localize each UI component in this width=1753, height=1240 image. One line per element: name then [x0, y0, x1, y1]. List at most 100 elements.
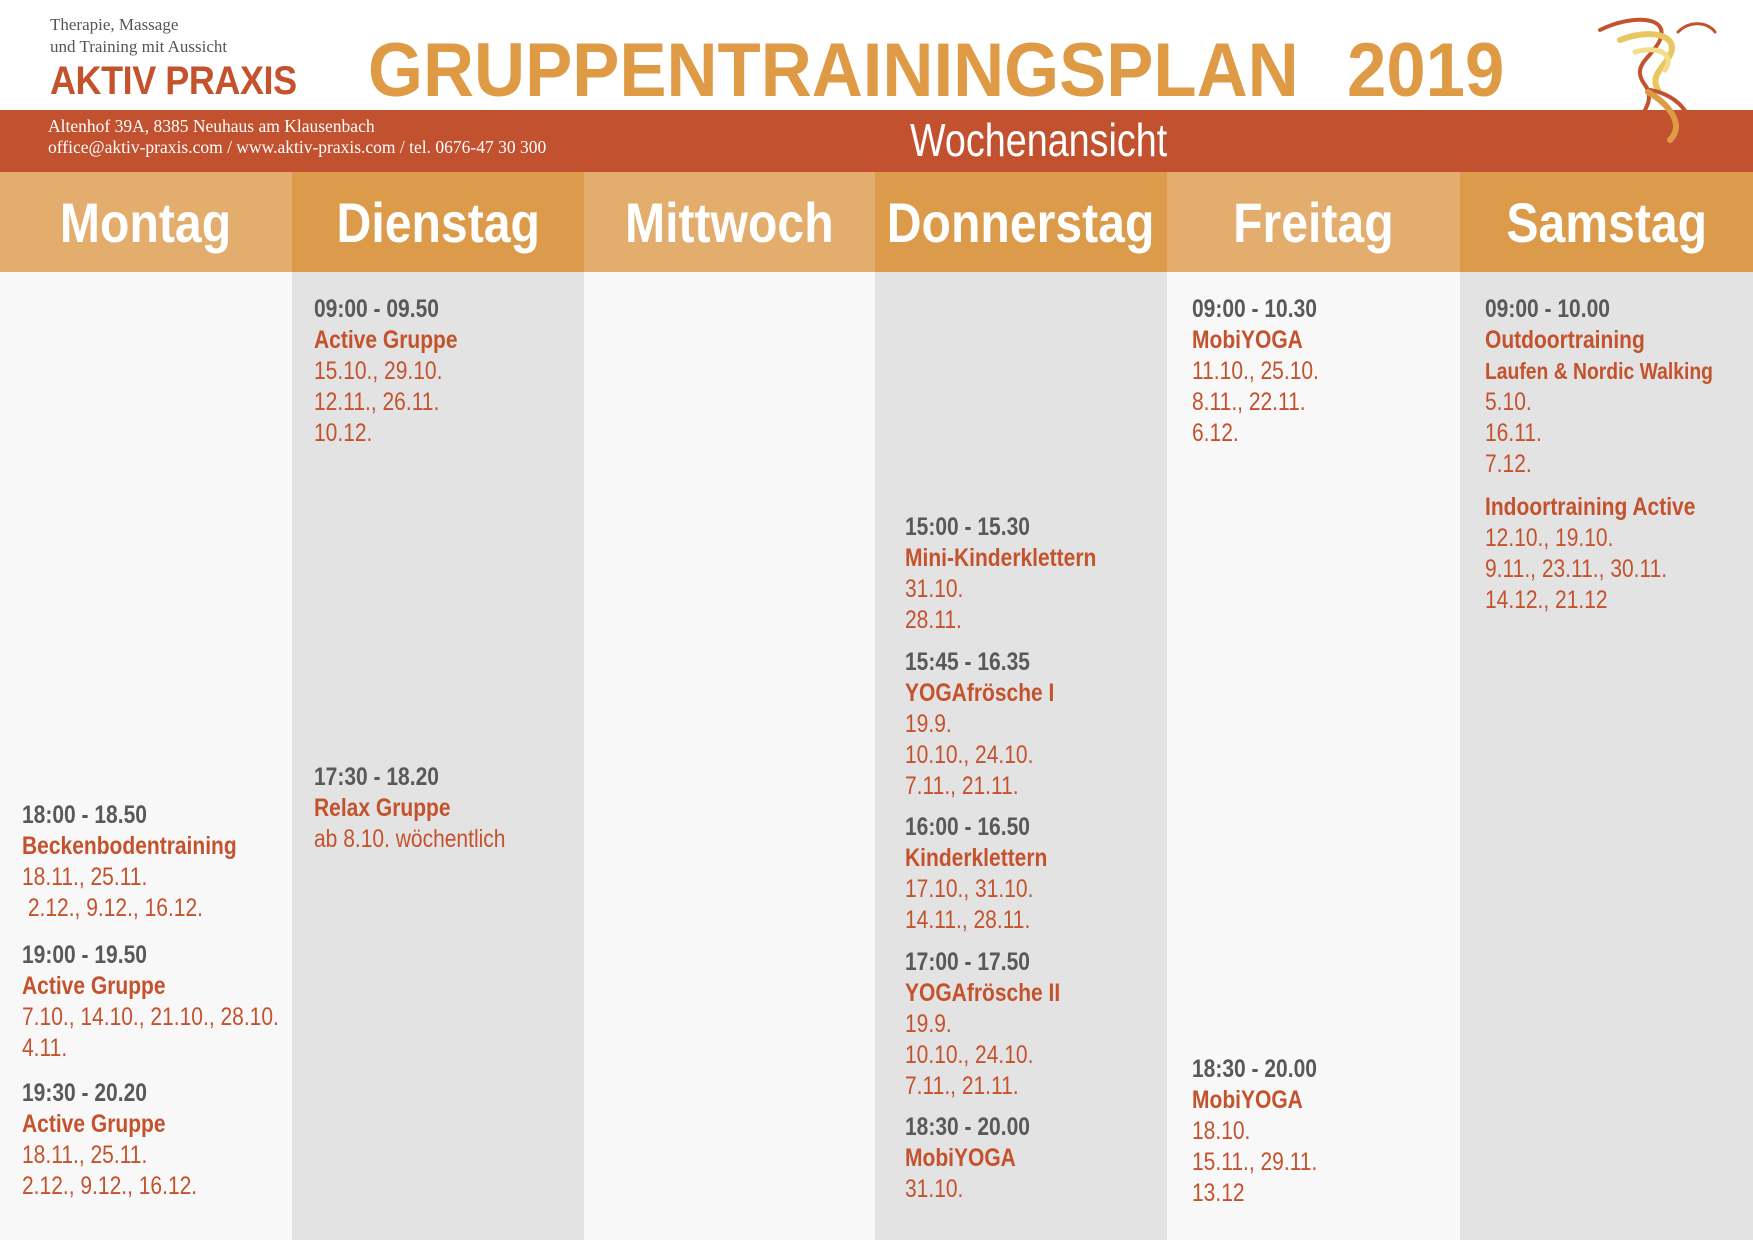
schedule-entry: 19:30 - 20.20 Active Gruppe 18.11., 25.1…: [22, 1078, 197, 1202]
brand-tagline-1: Therapie, Massage: [50, 15, 179, 34]
day-column-donnerstag: 15:00 - 15.30 Mini-Kinderklettern 31.10.…: [875, 272, 1167, 1240]
day-header-montag: Montag: [0, 172, 292, 272]
schedule-entry: 18:30 - 20.00 MobiYOGA 31.10.: [905, 1112, 1030, 1205]
entry-dates: 14.12., 21.12: [1485, 586, 1608, 614]
entry-dates: 5.10.: [1485, 388, 1532, 416]
schedule-entry: 19:00 - 19.50 Active Gruppe 7.10., 14.10…: [22, 940, 279, 1064]
page-title: GRUPPENTRAININGSPLAN 2019: [368, 26, 1504, 116]
schedule-entry: 17:00 - 17.50 YOGAfrösche II 19.9. 10.10…: [905, 947, 1060, 1102]
entry-title: Kinderklettern: [905, 844, 1048, 872]
entry-title: Active Gruppe: [22, 972, 166, 1000]
entry-time: 16:00 - 16.50: [905, 813, 1030, 841]
entry-title: Active Gruppe: [314, 326, 458, 354]
aktiv-praxis-logo-icon: [1598, 17, 1727, 154]
entry-title: YOGAfrösche II: [905, 979, 1061, 1007]
entry-dates: 8.11., 22.11.: [1192, 388, 1306, 416]
title-text: GRUPPENTRAININGSPLAN: [368, 28, 1299, 113]
schedule-entry: 16:00 - 16.50 Kinderklettern 17.10., 31.…: [905, 812, 1047, 936]
entry-title: Relax Gruppe: [314, 794, 451, 822]
entry-dates: 11.10., 25.10.: [1192, 357, 1319, 385]
entry-time: 15:45 - 16.35: [905, 648, 1030, 676]
day-header-freitag: Freitag: [1167, 172, 1460, 272]
entry-time: 18:30 - 20.00: [1192, 1055, 1317, 1083]
entry-dates: 2.12., 9.12., 16.12.: [22, 894, 203, 922]
entry-title: MobiYOGA: [1192, 1086, 1303, 1114]
schedule-entry: 09:00 - 09.50 Active Gruppe 15.10., 29.1…: [314, 294, 458, 449]
day-name: Donnerstag: [887, 190, 1155, 254]
entry-time: 09:00 - 10.30: [1192, 295, 1317, 323]
entry-title: Beckenbodentraining: [22, 832, 237, 860]
entry-subtitle: Laufen & Nordic Walking: [1485, 358, 1713, 384]
brand-tagline-2: und Training mit Aussicht: [50, 37, 228, 56]
entry-dates: 15.11., 29.11.: [1192, 1148, 1318, 1176]
day-column-mittwoch: [584, 272, 875, 1240]
entry-title: Outdoortraining: [1485, 326, 1645, 354]
day-column-samstag: 09:00 - 10.00 Outdoortraining Laufen & N…: [1460, 272, 1753, 1240]
schedule-entry: 15:45 - 16.35 YOGAfrösche I 19.9. 10.10.…: [905, 647, 1054, 802]
entry-time: 18:00 - 18.50: [22, 801, 147, 829]
entry-title: MobiYOGA: [1192, 326, 1303, 354]
entry-title: YOGAfrösche I: [905, 679, 1055, 707]
entry-dates: 12.11., 26.11.: [314, 388, 440, 416]
entry-dates: 13.12: [1192, 1179, 1245, 1207]
schedule-entry: 15:00 - 15.30 Mini-Kinderklettern 31.10.…: [905, 512, 1096, 636]
day-header-row: Montag Dienstag Mittwoch Donnerstag Frei…: [0, 172, 1753, 272]
entry-dates: 31.10.: [905, 575, 964, 603]
entry-dates: 18.11., 25.11.: [22, 863, 148, 891]
entry-time: 09:00 - 09.50: [314, 295, 439, 323]
day-column-freitag: 09:00 - 10.30 MobiYOGA 11.10., 25.10. 8.…: [1167, 272, 1460, 1240]
schedule-entry: 09:00 - 10.00 Outdoortraining Laufen & N…: [1485, 294, 1713, 480]
entry-title: Active Gruppe: [22, 1110, 166, 1138]
brand-name: AKTIV PRAXIS: [50, 59, 297, 103]
entry-time: 18:30 - 20.00: [905, 1113, 1030, 1141]
entry-dates: 4.11.: [22, 1034, 68, 1062]
entry-title: MobiYOGA: [905, 1144, 1016, 1172]
entry-time: 19:30 - 20.20: [22, 1079, 147, 1107]
entry-dates: 9.11., 23.11., 30.11.: [1485, 555, 1668, 583]
contact-text: office@aktiv-praxis.com / www.aktiv-prax…: [48, 137, 547, 157]
address-text: Altenhof 39A, 8385 Neuhaus am Klausenbac…: [48, 116, 375, 136]
entry-dates: 28.11.: [905, 606, 962, 634]
day-header-mittwoch: Mittwoch: [584, 172, 875, 272]
day-name: Samstag: [1506, 190, 1707, 254]
entry-dates: 7.10., 14.10., 21.10., 28.10.: [22, 1003, 279, 1031]
view-label: Wochenansicht: [910, 114, 1168, 166]
entry-dates: 6.12.: [1192, 419, 1239, 447]
day-header-donnerstag: Donnerstag: [875, 172, 1167, 272]
entry-title: Mini-Kinderklettern: [905, 544, 1097, 572]
entry-time: 19:00 - 19.50: [22, 941, 147, 969]
schedule-entry: 09:00 - 10.30 MobiYOGA 11.10., 25.10. 8.…: [1192, 294, 1319, 449]
entry-dates: 10.10., 24.10.: [905, 1041, 1034, 1069]
schedule-entry: 18:00 - 18.50 Beckenbodentraining 18.11.…: [22, 800, 237, 924]
day-column-dienstag: 09:00 - 09.50 Active Gruppe 15.10., 29.1…: [292, 272, 584, 1240]
entry-dates: 18.11., 25.11.: [22, 1141, 148, 1169]
day-header-dienstag: Dienstag: [292, 172, 584, 272]
entry-dates: 10.10., 24.10.: [905, 741, 1034, 769]
schedule-entry: Indoortraining Active 12.10., 19.10. 9.1…: [1485, 492, 1695, 616]
entry-time: 17:30 - 18.20: [314, 763, 439, 791]
entry-dates: 7.12.: [1485, 450, 1532, 478]
entry-dates: 16.11.: [1485, 419, 1542, 447]
entry-dates: 17.10., 31.10.: [905, 875, 1034, 903]
day-name: Mittwoch: [625, 190, 834, 254]
day-name: Montag: [60, 190, 232, 254]
entry-dates: 7.11., 21.11.: [905, 1072, 1019, 1100]
entry-dates: 19.9.: [905, 710, 952, 738]
day-column-montag: 18:00 - 18.50 Beckenbodentraining 18.11.…: [0, 272, 292, 1240]
entry-time: 15:00 - 15.30: [905, 513, 1030, 541]
day-header-samstag: Samstag: [1460, 172, 1753, 272]
entry-dates: 2.12., 9.12., 16.12.: [22, 1172, 198, 1200]
entry-time: 17:00 - 17.50: [905, 948, 1030, 976]
schedule-entry: 17:30 - 18.20 Relax Gruppe ab 8.10. wöch…: [314, 762, 505, 855]
brand-block: Therapie, Massage und Training mit Aussi…: [50, 14, 324, 104]
entry-time: 09:00 - 10.00: [1485, 295, 1610, 323]
entry-dates: 19.9.: [905, 1010, 952, 1038]
contact-block: Altenhof 39A, 8385 Neuhaus am Klausenbac…: [48, 116, 546, 158]
header-band: Altenhof 39A, 8385 Neuhaus am Klausenbac…: [0, 110, 1753, 172]
day-name: Freitag: [1233, 190, 1394, 254]
entry-dates: 18.10.: [1192, 1117, 1251, 1145]
entry-dates: 10.12.: [314, 419, 373, 447]
entry-dates: 15.10., 29.10.: [314, 357, 443, 385]
title-year: 2019: [1347, 28, 1505, 113]
day-name: Dienstag: [336, 190, 540, 254]
